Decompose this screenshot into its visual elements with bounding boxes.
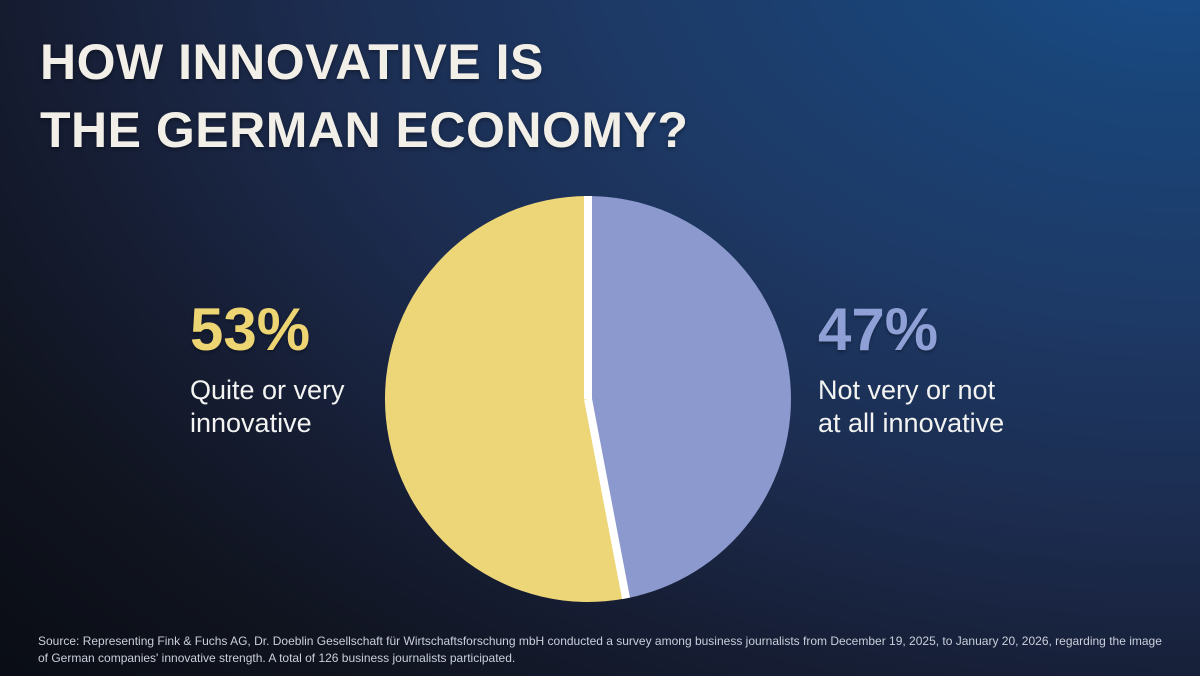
source-note-line-2: of German companies' innovative strength… <box>38 651 516 665</box>
stat-label-left-line-2: innovative <box>190 408 312 438</box>
stat-value-left: 53% <box>190 296 311 363</box>
source-note-line-1: Source: Representing Fink & Fuchs AG, Dr… <box>38 634 1162 648</box>
stat-label-left: Quite or very innovative <box>190 374 345 440</box>
pie-slice-divider <box>584 398 630 600</box>
page-title: HOW INNOVATIVE IS THE GERMAN ECONOMY? <box>40 28 688 164</box>
stat-label-left-line-1: Quite or very <box>190 375 345 405</box>
stat-value-right: 47% <box>818 296 939 363</box>
stat-label-right: Not very or not at all innovative <box>818 374 1004 440</box>
pie-slice <box>384 196 627 602</box>
source-note: Source: Representing Fink & Fuchs AG, Dr… <box>38 633 1162 667</box>
stat-not-very-or-not-at-all-innovative: 47% Not very or not at all innovative <box>818 300 1004 440</box>
stat-label-right-line-2: at all innovative <box>818 408 1005 438</box>
pie-slice <box>588 196 791 599</box>
pie-chart <box>384 196 791 602</box>
stat-label-right-line-1: Not very or not <box>818 375 996 405</box>
page-title-line-2: THE GERMAN ECONOMY? <box>40 102 689 158</box>
page-title-line-1: HOW INNOVATIVE IS <box>40 34 544 90</box>
stat-quite-or-very-innovative: 53% Quite or very innovative <box>190 300 345 440</box>
